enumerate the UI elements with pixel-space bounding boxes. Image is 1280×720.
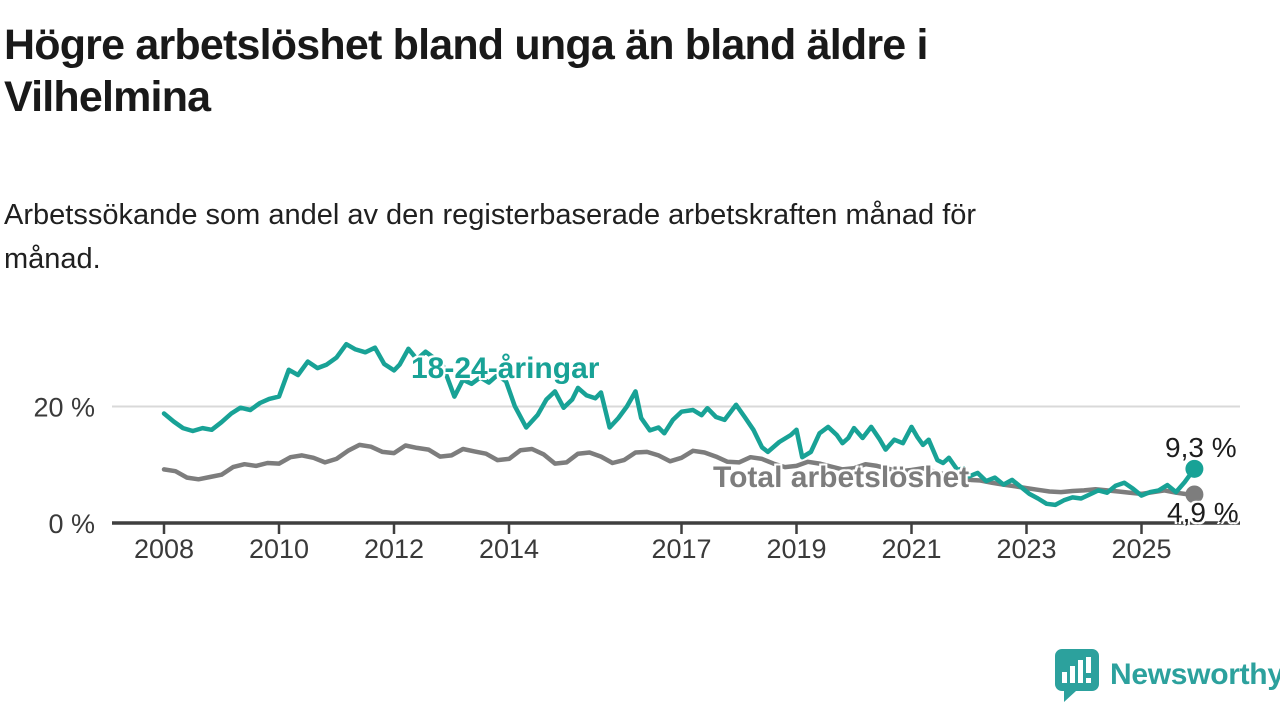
subtitle-line-1: Arbetssökande som andel av den registerb… [4, 199, 977, 231]
newsworthy-logo-icon [1055, 649, 1099, 702]
x-tick-label: 2023 [996, 534, 1056, 564]
x-tick-label: 2025 [1111, 534, 1171, 564]
newsworthy-brand-text: Newsworthy [1110, 658, 1280, 691]
newsworthy-brand: Newsworthy [1054, 648, 1280, 702]
series-line-total [161, 442, 1197, 497]
end-value-label-total: 4,9 % [1167, 497, 1239, 528]
y-tick-label: 20 % [33, 393, 95, 423]
page-subtitle: Arbetssökande som andel av den registerb… [4, 194, 1224, 281]
subtitle-line-2: månad. [4, 242, 101, 275]
y-tick-label: 0 % [48, 509, 95, 539]
end-dot-18-24 [1185, 459, 1204, 478]
x-tick-label: 2008 [134, 534, 194, 564]
x-tick-label: 2019 [766, 534, 826, 564]
end-value-label-18-24: 9,3 % [1165, 432, 1237, 463]
x-tick-label: 2010 [249, 534, 309, 564]
title-line-2: Vilhelmina [4, 72, 211, 121]
x-tick-label: 2021 [881, 534, 941, 564]
x-tick-label: 2017 [651, 534, 711, 564]
series-line-18-24 [161, 341, 1197, 508]
line-chart: 0 % 20 % 2008 2010 2012 2014 2017 2019 2021 2023 2… [33, 341, 1240, 564]
x-tick-label: 2012 [364, 534, 424, 564]
title-line-1: Högre arbetslöshet bland unga än bland ä… [4, 21, 929, 69]
page-title: Högre arbetslöshet bland unga än bland ä… [4, 20, 1224, 123]
series-label-total: Total arbetslöshet [713, 461, 970, 494]
end-dot-total [1185, 485, 1204, 504]
series-label-18-24: 18-24-åringar [411, 352, 600, 385]
x-tick-label: 2014 [479, 534, 539, 564]
